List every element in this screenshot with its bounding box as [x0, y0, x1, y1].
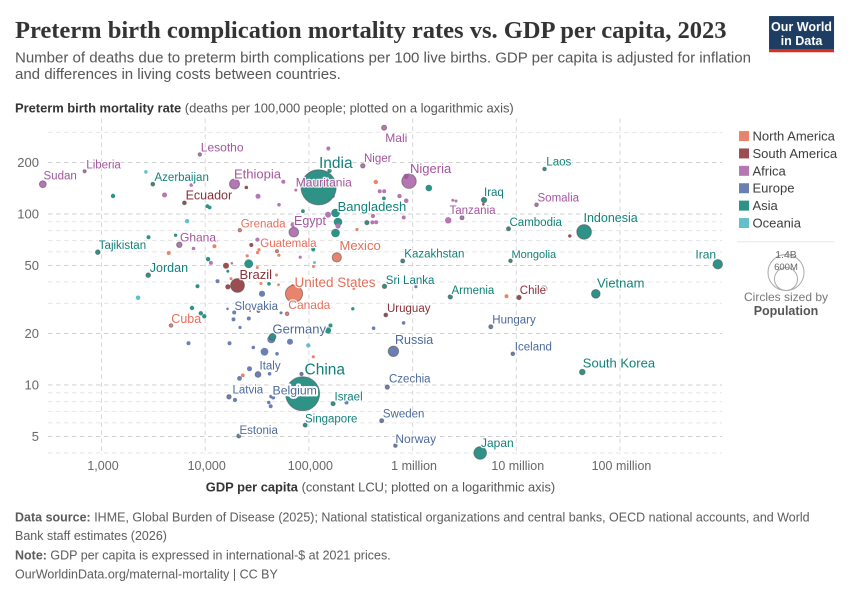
svg-text:Brazil: Brazil — [240, 267, 273, 282]
svg-text:Estonia: Estonia — [239, 425, 278, 437]
svg-text:Egypt: Egypt — [294, 214, 326, 228]
svg-text:China: China — [304, 362, 345, 379]
svg-text:Ecuador: Ecuador — [186, 188, 233, 202]
svg-text:Cambodia: Cambodia — [510, 217, 563, 229]
svg-text:OurWorldinData.org/maternal-mo: OurWorldinData.org/maternal-mortality | … — [15, 567, 278, 581]
svg-text:Bangladesh: Bangladesh — [338, 199, 407, 214]
svg-text:Mali: Mali — [385, 131, 407, 145]
svg-text:Tajikistan: Tajikistan — [99, 240, 146, 252]
svg-text:5: 5 — [32, 429, 39, 444]
svg-text:Israel: Israel — [334, 391, 362, 403]
svg-text:Ethiopia: Ethiopia — [234, 167, 282, 182]
svg-text:Grenada: Grenada — [241, 218, 286, 230]
svg-text:Belgium: Belgium — [272, 384, 316, 398]
svg-text:20: 20 — [25, 326, 39, 341]
svg-text:India: India — [319, 155, 353, 172]
svg-text:North America: North America — [753, 129, 836, 144]
svg-text:Armenia: Armenia — [452, 285, 495, 297]
svg-text:1,000: 1,000 — [87, 459, 118, 473]
svg-text:Oceania: Oceania — [753, 216, 802, 231]
svg-text:Slovakia: Slovakia — [234, 301, 278, 313]
svg-text:Laos: Laos — [546, 156, 571, 168]
svg-text:Cuba: Cuba — [171, 312, 201, 326]
svg-text:GDP per capita (constant LCU;: GDP per capita (constant LCU; plotted on… — [206, 479, 555, 494]
svg-text:Sweden: Sweden — [383, 408, 425, 420]
svg-text:Iraq: Iraq — [484, 187, 504, 199]
svg-text:Canada: Canada — [288, 298, 330, 312]
svg-text:Number of deaths due to preter: Number of deaths due to preterm birth co… — [15, 49, 751, 66]
svg-text:Somalia: Somalia — [538, 193, 580, 205]
svg-text:Data source: IHME, Global Burd: Data source: IHME, Global Burden of Dise… — [15, 510, 810, 524]
svg-text:Niger: Niger — [364, 153, 392, 165]
svg-text:Russia: Russia — [395, 333, 433, 347]
svg-text:Europe: Europe — [753, 181, 795, 196]
svg-text:Latvia: Latvia — [232, 384, 263, 396]
svg-text:Italy: Italy — [259, 360, 280, 372]
svg-text:Nigeria: Nigeria — [410, 161, 452, 176]
svg-text:Chile: Chile — [520, 285, 546, 297]
svg-text:South America: South America — [753, 146, 838, 161]
svg-text:Mongolia: Mongolia — [512, 249, 558, 261]
svg-text:South Korea: South Korea — [583, 356, 656, 371]
svg-text:Tanzania: Tanzania — [450, 205, 497, 217]
svg-text:Guatemala: Guatemala — [260, 238, 317, 250]
svg-text:Preterm birth complication mor: Preterm birth complication mortality rat… — [15, 17, 727, 44]
svg-text:Mexico: Mexico — [340, 238, 381, 253]
svg-text:Azerbaijan: Azerbaijan — [155, 172, 209, 184]
svg-text:Liberia: Liberia — [86, 159, 121, 171]
svg-text:Hungary: Hungary — [492, 314, 536, 326]
svg-text:United States: United States — [295, 275, 376, 290]
svg-text:Czechia: Czechia — [389, 374, 431, 386]
svg-text:Iceland: Iceland — [515, 341, 552, 353]
svg-text:Indonesia: Indonesia — [584, 211, 638, 225]
svg-text:Germany: Germany — [272, 321, 326, 336]
svg-text:10,000: 10,000 — [188, 459, 226, 473]
svg-text:Jordan: Jordan — [150, 261, 188, 275]
svg-text:Sri Lanka: Sri Lanka — [386, 275, 435, 287]
svg-text:Kazakhstan: Kazakhstan — [404, 248, 464, 260]
svg-text:Iran: Iran — [695, 247, 716, 261]
svg-text:1 million: 1 million — [391, 459, 437, 473]
svg-text:200: 200 — [17, 155, 39, 170]
svg-text:Note: GDP per capita is expres: Note: GDP per capita is expressed in int… — [15, 548, 391, 562]
svg-text:1.4B: 1.4B — [775, 249, 797, 261]
svg-text:100,000: 100,000 — [288, 459, 333, 473]
svg-text:Our World: Our World — [771, 20, 832, 34]
svg-text:in Data: in Data — [781, 34, 824, 48]
svg-text:Ghana: Ghana — [180, 231, 216, 245]
svg-text:10: 10 — [25, 377, 39, 392]
svg-text:100: 100 — [17, 206, 39, 221]
svg-text:Population: Population — [754, 304, 819, 318]
svg-text:Mauritania: Mauritania — [296, 175, 352, 189]
svg-text:Sudan: Sudan — [44, 171, 77, 183]
svg-text:Preterm birth mortality rate (: Preterm birth mortality rate (deaths per… — [15, 100, 514, 115]
svg-text:Africa: Africa — [753, 163, 787, 178]
svg-text:Circles sized by: Circles sized by — [744, 290, 828, 304]
svg-text:Uruguay: Uruguay — [387, 303, 431, 315]
svg-text:Vietnam: Vietnam — [597, 276, 644, 291]
svg-text:and differences in living cost: and differences in living costs between … — [15, 66, 341, 83]
svg-text:50: 50 — [25, 258, 39, 273]
svg-text:Asia: Asia — [753, 198, 779, 213]
svg-text:Bank staff estimates (2026): Bank staff estimates (2026) — [15, 529, 167, 543]
svg-text:10 million: 10 million — [491, 459, 544, 473]
svg-text:600M: 600M — [774, 262, 798, 273]
svg-text:Lesotho: Lesotho — [201, 141, 244, 155]
svg-text:Singapore: Singapore — [305, 413, 357, 425]
svg-text:100 million: 100 million — [592, 459, 652, 473]
svg-text:Japan: Japan — [481, 436, 514, 450]
svg-text:Norway: Norway — [395, 432, 436, 446]
